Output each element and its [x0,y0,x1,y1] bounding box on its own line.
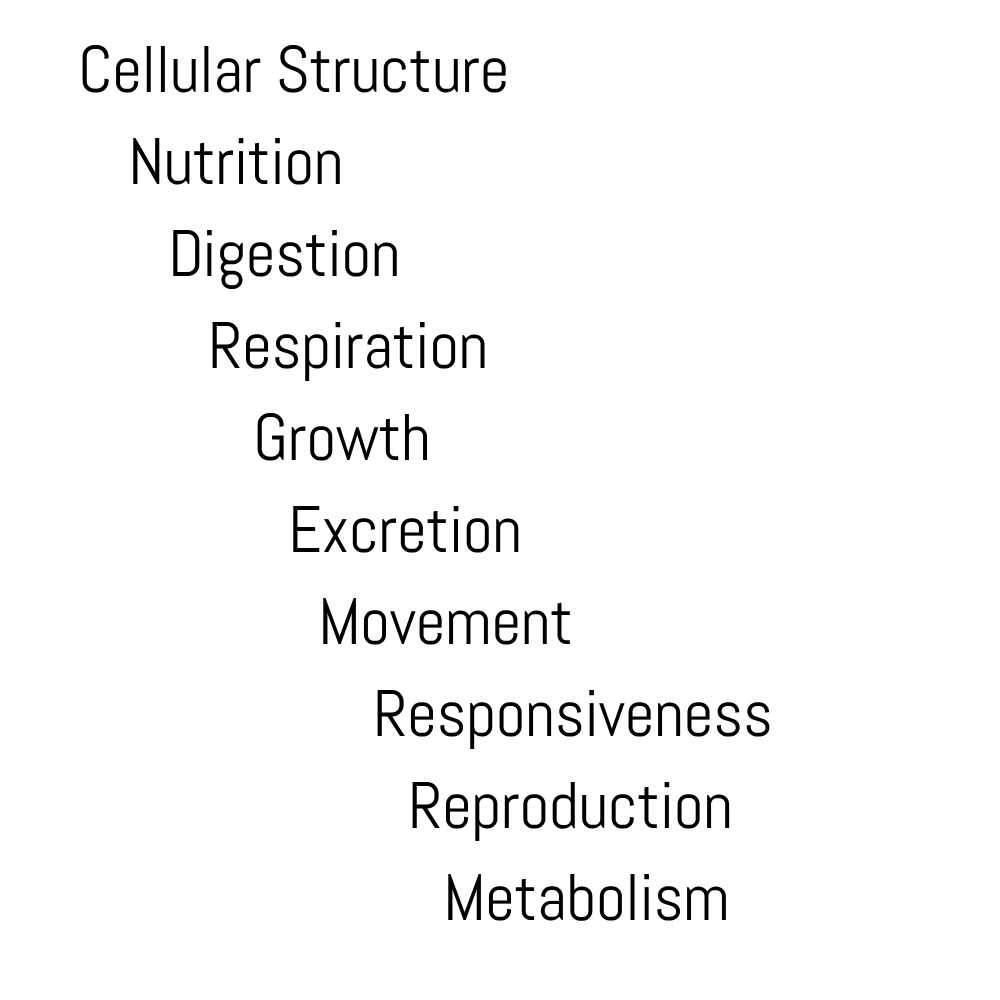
term-nutrition: Nutrition [128,120,343,204]
term-movement: Movement [318,580,573,664]
term-reproduction: Reproduction [408,764,733,848]
term-cellular-structure: Cellular Structure [78,28,509,112]
term-list-container: Cellular Structure Nutrition Digestion R… [0,0,1000,1000]
term-respiration: Respiration [208,304,488,388]
term-metabolism: Metabolism [443,856,729,940]
term-responsiveness: Responsiveness [373,672,773,756]
term-digestion: Digestion [168,212,400,296]
term-growth: Growth [253,396,431,480]
term-excretion: Excretion [288,488,522,572]
